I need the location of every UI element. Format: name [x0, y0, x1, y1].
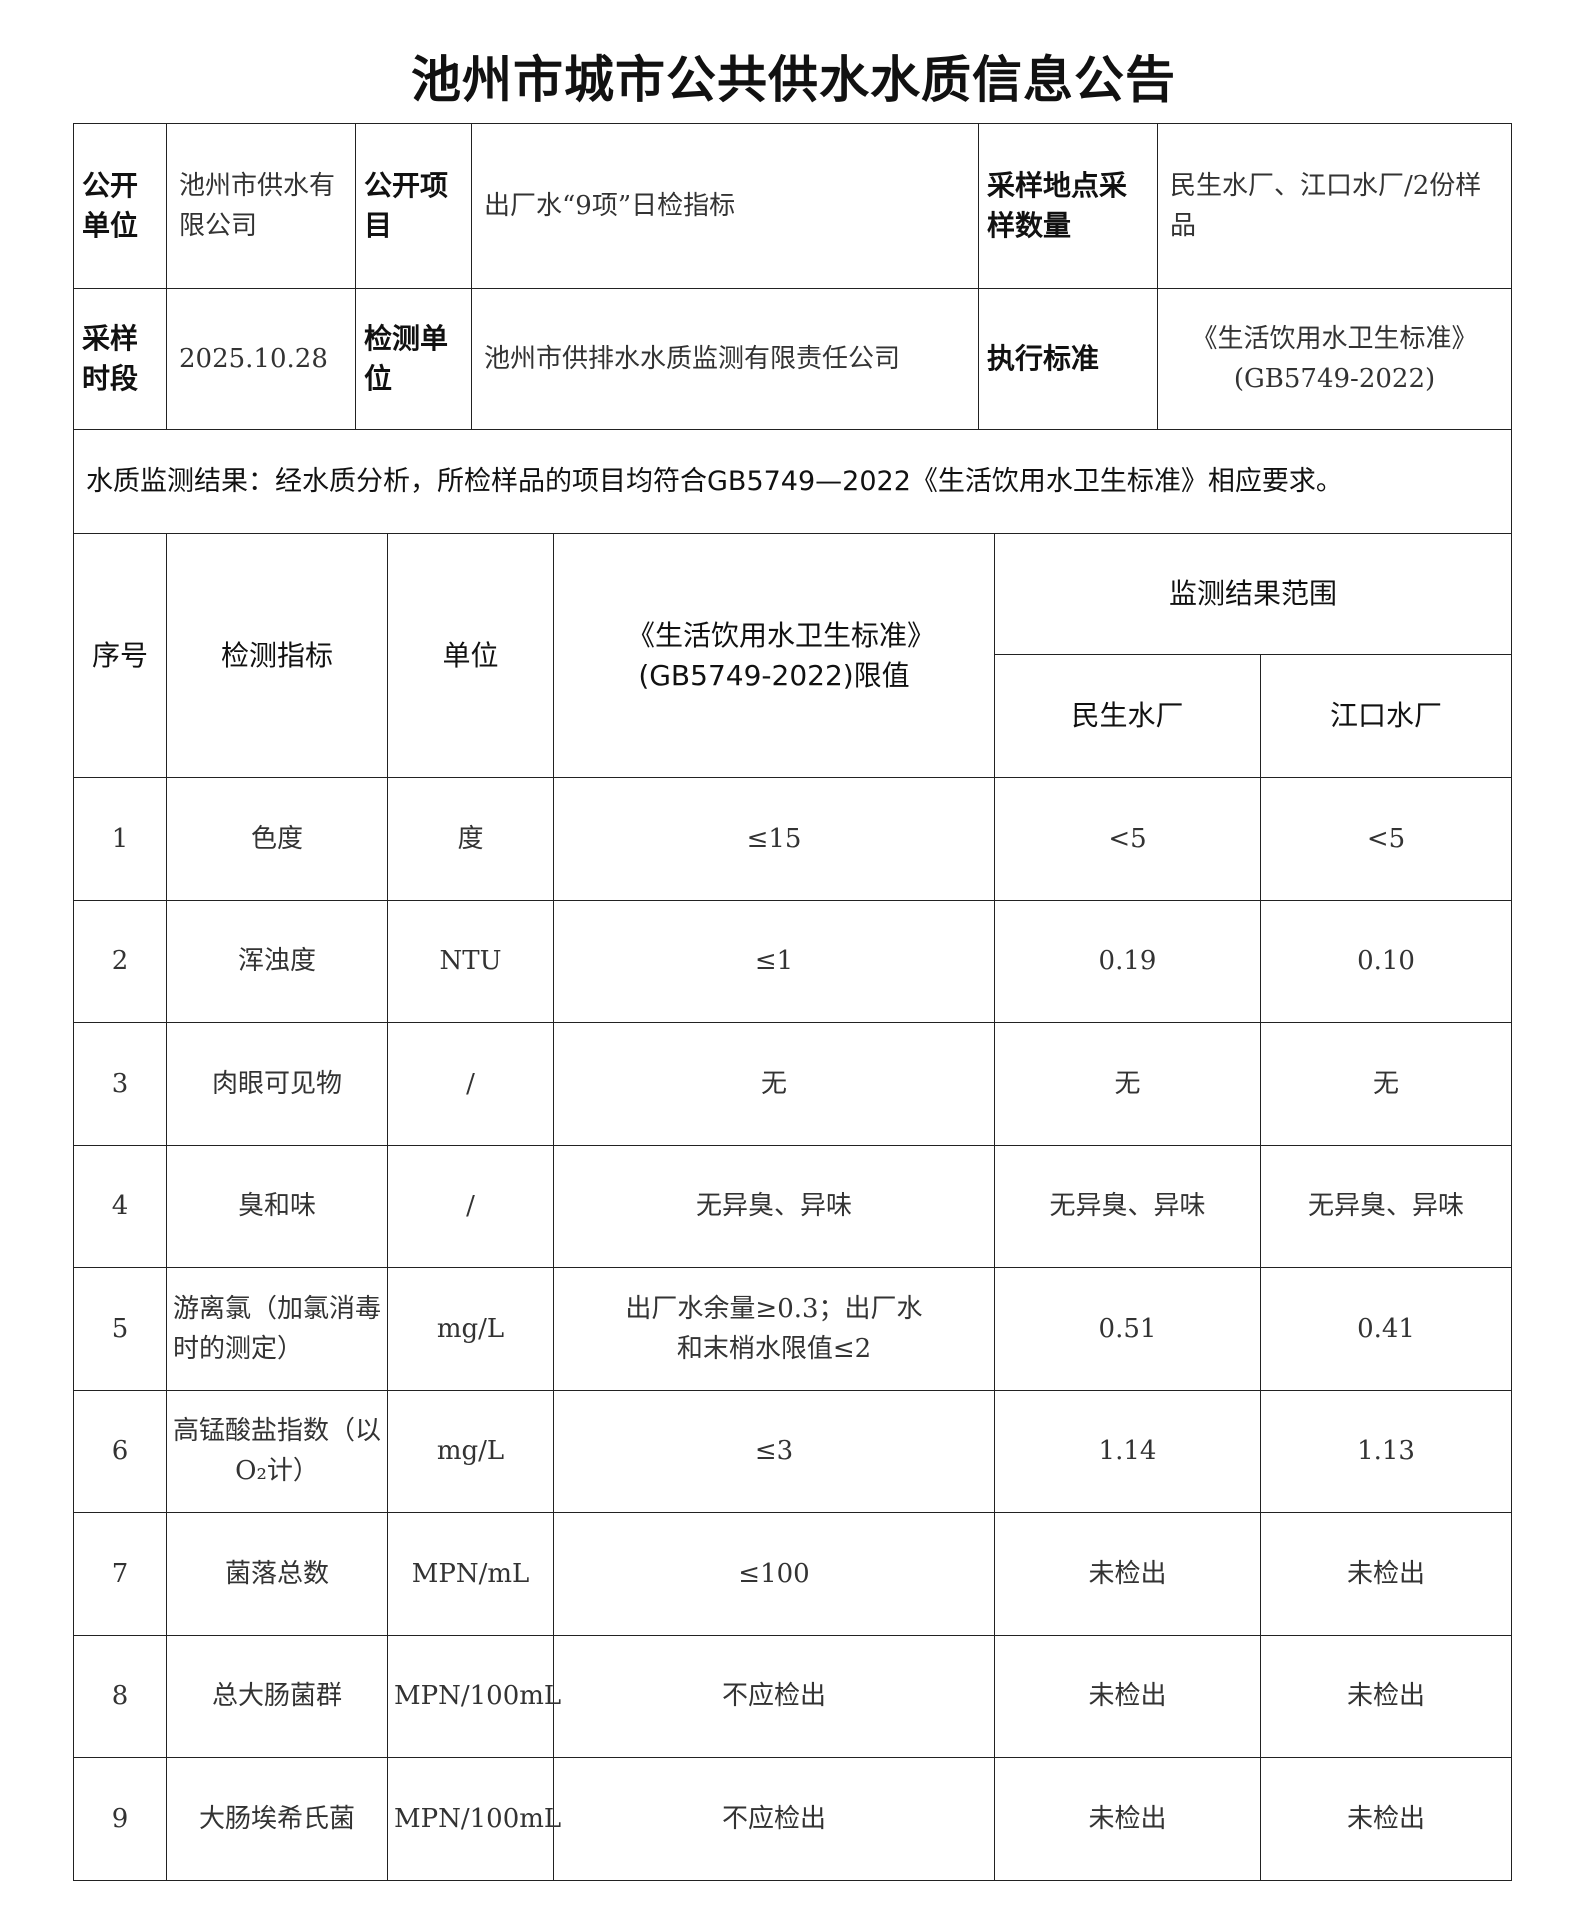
standard-label: 执行标准 — [978, 288, 1158, 430]
header-indicator: 检测指标 — [166, 533, 388, 778]
cell-plant1: 未检出 — [994, 1634, 1261, 1758]
cell-no: 8 — [73, 1634, 167, 1758]
cell-indicator: 高锰酸盐指数（以O₂计） — [166, 1389, 388, 1513]
cell-plant1: 1.14 — [994, 1389, 1261, 1513]
cell-indicator: 菌落总数 — [166, 1512, 388, 1636]
cell-plant2: 1.13 — [1259, 1389, 1513, 1513]
header-plant2: 江口水厂 — [1259, 654, 1513, 778]
publisher-label: 公开单位 — [73, 123, 167, 289]
cell-unit: 度 — [387, 777, 554, 901]
cell-no: 4 — [73, 1144, 167, 1268]
cell-indicator: 游离氯（加氯消毒时的测定） — [166, 1267, 388, 1391]
publisher-value: 池州市供水有限公司 — [166, 123, 356, 289]
table-row: 6 高锰酸盐指数（以O₂计） mg/L ≤3 1.14 1.13 — [73, 1389, 1513, 1513]
cell-no: 9 — [73, 1757, 167, 1881]
info-table: 公开单位 池州市供水有限公司 公开项目 出厂水“9项”日检指标 采样地点采样数量… — [73, 123, 1512, 534]
cell-indicator: 色度 — [166, 777, 388, 901]
lab-value: 池州市供排水水质监测有限责任公司 — [471, 288, 979, 430]
cell-no: 2 — [73, 899, 167, 1023]
header-plant1: 民生水厂 — [994, 654, 1261, 778]
cell-plant1: 无异臭、异味 — [994, 1144, 1261, 1268]
table-row: 9 大肠埃希氏菌 MPN/100mL 不应检出 未检出 未检出 — [73, 1757, 1513, 1881]
site-value: 民生水厂、江口水厂/2份样品 — [1157, 123, 1512, 289]
cell-plant1: 未检出 — [994, 1512, 1261, 1636]
cell-no: 1 — [73, 777, 167, 901]
cell-indicator: 大肠埃希氏菌 — [166, 1757, 388, 1881]
cell-limit: ≤100 — [553, 1512, 995, 1636]
table-row: 4 臭和味 / 无异臭、异味 无异臭、异味 无异臭、异味 — [73, 1144, 1513, 1268]
cell-plant2: <5 — [1259, 777, 1513, 901]
cell-indicator: 臭和味 — [166, 1144, 388, 1268]
header-limit: 《生活饮用水卫生标准》(GB5749-2022)限值 — [553, 533, 995, 778]
cell-limit: 不应检出 — [553, 1757, 995, 1881]
cell-unit: / — [387, 1144, 554, 1268]
cell-indicator: 总大肠菌群 — [166, 1634, 388, 1758]
cell-plant1: 无 — [994, 1022, 1261, 1146]
cell-plant2: 0.10 — [1259, 899, 1513, 1023]
table-row: 7 菌落总数 MPN/mL ≤100 未检出 未检出 — [73, 1512, 1513, 1636]
cell-limit: ≤15 — [553, 777, 995, 901]
results-table: 序号 检测指标 单位 《生活饮用水卫生标准》(GB5749-2022)限值 监测… — [73, 533, 1513, 1881]
cell-unit: MPN/100mL — [387, 1634, 561, 1758]
cell-unit: MPN/mL — [387, 1512, 554, 1636]
cell-limit: ≤1 — [553, 899, 995, 1023]
cell-limit: 无 — [553, 1022, 995, 1146]
cell-no: 3 — [73, 1022, 167, 1146]
cell-limit: ≤3 — [553, 1389, 995, 1513]
item-value: 出厂水“9项”日检指标 — [471, 123, 979, 289]
cell-plant2: 未检出 — [1259, 1757, 1513, 1881]
cell-plant1: 未检出 — [994, 1757, 1261, 1881]
table-row: 8 总大肠菌群 MPN/100mL 不应检出 未检出 未检出 — [73, 1634, 1513, 1758]
cell-indicator: 浑浊度 — [166, 899, 388, 1023]
cell-plant1: 0.19 — [994, 899, 1261, 1023]
cell-limit: 不应检出 — [553, 1634, 995, 1758]
cell-unit: / — [387, 1022, 554, 1146]
cell-no: 7 — [73, 1512, 167, 1636]
conclusion: 水质监测结果：经水质分析，所检样品的项目均符合GB5749—2022《生活饮用水… — [73, 429, 1512, 534]
cell-plant2: 无 — [1259, 1022, 1513, 1146]
period-value: 2025.10.28 — [166, 288, 356, 430]
cell-limit: 无异臭、异味 — [553, 1144, 995, 1268]
table-row: 2 浑浊度 NTU ≤1 0.19 0.10 — [73, 899, 1513, 1023]
site-label: 采样地点采样数量 — [978, 123, 1158, 289]
cell-indicator: 肉眼可见物 — [166, 1022, 388, 1146]
cell-plant2: 未检出 — [1259, 1512, 1513, 1636]
cell-unit: mg/L — [387, 1267, 554, 1391]
cell-plant2: 0.41 — [1259, 1267, 1513, 1391]
header-unit: 单位 — [387, 533, 554, 778]
header-no: 序号 — [73, 533, 167, 778]
table-row: 3 肉眼可见物 / 无无无 — [73, 1022, 1513, 1146]
period-label: 采样时段 — [73, 288, 167, 430]
standard-value: 《生活饮用水卫生标准》(GB5749-2022) — [1157, 288, 1512, 430]
cell-no: 5 — [73, 1267, 167, 1391]
table-row: 1 色度度 ≤15 <5 <5 — [73, 777, 1513, 901]
cell-unit: MPN/100mL — [387, 1757, 561, 1881]
cell-unit: mg/L — [387, 1389, 554, 1513]
cell-plant1: <5 — [994, 777, 1261, 901]
cell-no: 6 — [73, 1389, 167, 1513]
cell-limit: 出厂水余量≥0.3；出厂水和末梢水限值≤2 — [553, 1267, 995, 1391]
cell-plant1: 0.51 — [994, 1267, 1261, 1391]
page-title: 池州市城市公共供水水质信息公告 — [411, 51, 1176, 109]
header-range: 监测结果范围 — [993, 533, 1513, 655]
cell-unit: NTU — [387, 899, 554, 1023]
cell-plant2: 未检出 — [1259, 1634, 1513, 1758]
item-label: 公开项目 — [355, 123, 472, 289]
cell-plant2: 无异臭、异味 — [1259, 1144, 1513, 1268]
lab-label: 检测单位 — [355, 288, 472, 430]
table-row: 5 游离氯（加氯消毒时的测定） mg/L 出厂水余量≥0.3；出厂水和末梢水限值≤2 0… — [73, 1267, 1513, 1391]
